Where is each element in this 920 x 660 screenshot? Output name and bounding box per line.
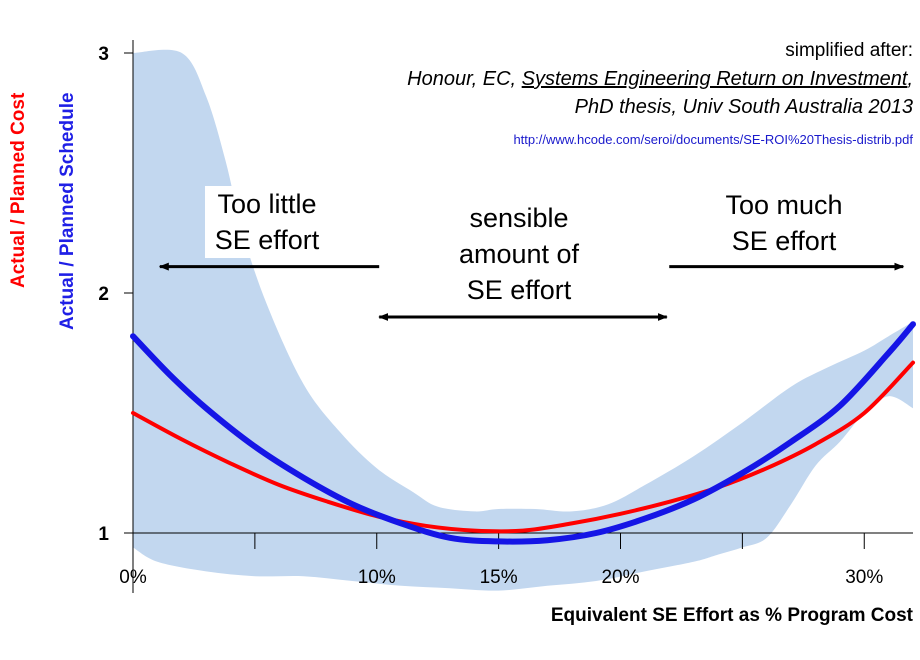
source-title: Systems Engineering Return on Investment bbox=[521, 68, 908, 90]
annotation-too-much: Too much SE effort bbox=[708, 187, 860, 259]
annotation-sensible-line1: sensible bbox=[469, 203, 569, 233]
y-tick-label-2: 3 bbox=[98, 44, 109, 65]
y-axis-label-schedule: Actual / Planned Schedule bbox=[57, 92, 78, 330]
annotation-sensible-line2: amount of bbox=[458, 239, 580, 269]
annotation-too-little: Too little SE effort bbox=[205, 186, 329, 258]
source-comma: , bbox=[907, 68, 913, 90]
x-tick-label-2: 10% bbox=[358, 567, 396, 588]
x-tick-label-0: 0% bbox=[119, 567, 147, 588]
series-line-schedule bbox=[130, 321, 916, 545]
source-url-link[interactable]: http://www.hcode.com/seroi/documents/SE-… bbox=[513, 132, 913, 147]
x-tick-label-6: 30% bbox=[845, 567, 883, 588]
annotation-too-much-line2: SE effort bbox=[731, 226, 837, 256]
x-tick-label-3: 15% bbox=[480, 567, 518, 588]
source-author: Honour, EC, bbox=[407, 68, 522, 90]
x-axis-title: Equivalent SE Effort as % Program Cost bbox=[550, 605, 913, 626]
annotation-sensible: sensible amount of SE effort bbox=[440, 200, 598, 308]
annotation-too-little-line2: SE effort bbox=[214, 225, 320, 255]
source-thesis: PhD thesis, Univ South Australia 2013 bbox=[574, 96, 913, 118]
annotation-too-much-line1: Too much bbox=[725, 190, 843, 220]
uncertainty-band bbox=[133, 49, 913, 591]
y-axis-label-cost: Actual / Planned Cost bbox=[8, 92, 29, 288]
x-tick-label-4: 20% bbox=[601, 567, 639, 588]
y-tick-label-0: 1 bbox=[98, 524, 109, 545]
series-line-cost bbox=[131, 360, 915, 534]
y-tick-label-1: 2 bbox=[98, 284, 109, 305]
source-simplified-after: simplified after: bbox=[785, 40, 913, 61]
source-citation-line: Honour, EC, Systems Engineering Return o… bbox=[407, 68, 913, 91]
annotation-sensible-line3: SE effort bbox=[466, 275, 572, 305]
annotation-too-little-line1: Too little bbox=[217, 189, 317, 219]
